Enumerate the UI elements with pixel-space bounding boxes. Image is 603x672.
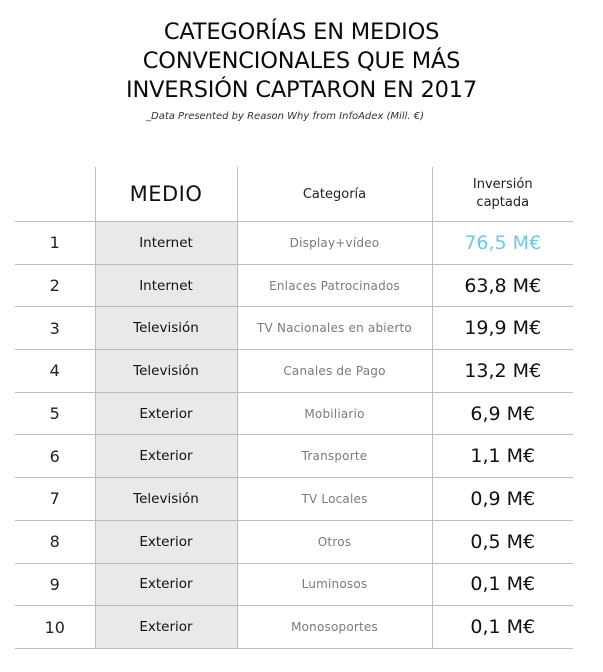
inversion-cell: 0,1 M€ (431, 562, 573, 607)
inversion-cell: 13,2 M€ (431, 349, 573, 393)
medio-cell: Televisión (94, 349, 238, 393)
header-medio: MEDIO (94, 167, 238, 222)
medio-cell: Internet (94, 221, 238, 265)
rank-cell: 8 (15, 519, 96, 564)
medio-cell: Exterior (94, 605, 238, 649)
categoria-cell: TV Nacionales en abierto (236, 306, 433, 351)
categoria-cell: Luminosos (236, 562, 433, 607)
categoria-cell: Enlaces Patrocinados (236, 263, 433, 308)
categoria-cell: Display+vídeo (236, 221, 433, 265)
medio-cell: Televisión (94, 477, 238, 521)
medio-cell: Exterior (94, 519, 238, 564)
medio-cell: Exterior (94, 434, 238, 479)
categoria-cell: Transporte (236, 434, 433, 479)
inversion-cell: 76,5 M€ (431, 221, 573, 265)
table-row: 10 Exterior Monosoportes 0,1 M€ (15, 605, 573, 649)
table-row: 3 Televisión TV Nacionales en abierto 19,9 … (15, 306, 573, 351)
rank-cell: 5 (15, 391, 96, 436)
table-header-row: MEDIO Categoría Inversión captada (15, 167, 573, 222)
header-inversion: Inversión captada (431, 167, 573, 222)
inversion-cell: 1,1 M€ (431, 434, 573, 479)
rank-cell: 7 (15, 477, 96, 521)
inversion-cell: 0,1 M€ (431, 605, 573, 649)
table-body: 1 Internet Display+vídeo 76,5 M€ 2 Internet En… (15, 221, 573, 649)
header-inversion-line-1: Inversión (472, 177, 533, 192)
table-row: 1 Internet Display+vídeo 76,5 M€ (15, 221, 573, 265)
rank-cell: 2 (15, 263, 96, 308)
page-title: CATEGORÍAS EN MEDIOS CONVENCIONALES QUE … (0, 18, 603, 105)
inversion-cell: 0,9 M€ (431, 477, 573, 521)
title-line-1: CATEGORÍAS EN MEDIOS (163, 19, 440, 45)
header-categoria: Categoría (236, 167, 433, 222)
title-line-2: CONVENCIONALES QUE MÁS (142, 48, 461, 74)
categoria-cell: Mobiliario (236, 391, 433, 436)
rank-cell: 3 (15, 306, 96, 351)
medio-cell: Exterior (94, 391, 238, 436)
inversion-cell: 6,9 M€ (431, 391, 573, 436)
table-row: 5 Exterior Mobiliario 6,9 M€ (15, 391, 573, 436)
medio-cell: Exterior (94, 562, 238, 607)
categoria-cell: Canales de Pago (236, 349, 433, 393)
inversion-cell: 63,8 M€ (431, 263, 573, 308)
rank-cell: 9 (15, 562, 96, 607)
table-row: 2 Internet Enlaces Patrocinados 63,8 M€ (15, 263, 573, 308)
inversion-cell: 19,9 M€ (431, 306, 573, 351)
medio-cell: Internet (94, 263, 238, 308)
table-row: 8 Exterior Otros 0,5 M€ (15, 519, 573, 564)
categoria-cell: TV Locales (236, 477, 433, 521)
inversion-cell: 0,5 M€ (431, 519, 573, 564)
categoria-cell: Otros (236, 519, 433, 564)
rank-cell: 4 (15, 349, 96, 393)
rank-cell: 1 (15, 221, 96, 265)
investment-table: MEDIO Categoría Inversión captada 1 Inter… (15, 167, 573, 649)
rank-cell: 10 (15, 605, 96, 649)
header-inversion-line-2: captada (476, 195, 530, 210)
table-row: 9 Exterior Luminosos 0,1 M€ (15, 562, 573, 607)
title-line-3: INVERSIÓN CAPTARON EN 2017 (126, 77, 477, 103)
table-row: 4 Televisión Canales de Pago 13,2 M€ (15, 349, 573, 393)
rank-cell: 6 (15, 434, 96, 479)
table-row: 6 Exterior Transporte 1,1 M€ (15, 434, 573, 479)
table-row: 7 Televisión TV Locales 0,9 M€ (15, 477, 573, 521)
medio-cell: Televisión (94, 306, 238, 351)
source-subtitle: _Data Presented by Reason Why from InfoA… (146, 111, 425, 122)
header-rank (15, 167, 96, 222)
categoria-cell: Monosoportes (236, 605, 433, 649)
